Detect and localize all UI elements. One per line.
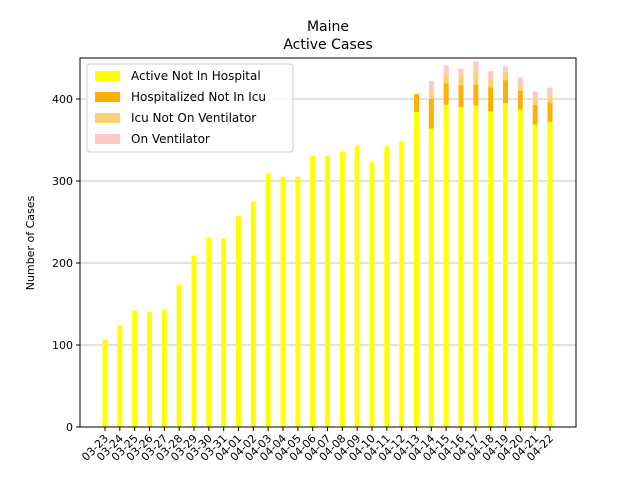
bar-segment [547,102,553,122]
bar-segment [339,151,345,428]
bar-segment [443,104,449,428]
bar-segment [236,216,241,427]
bar-segment [473,84,479,106]
bar-segment [503,71,508,81]
bar-segment [473,71,479,85]
legend-swatch [95,71,120,81]
bar-segment [488,111,494,428]
bar-segment [532,91,538,99]
bar-segment [473,105,479,427]
legend: Active Not In Hospital Hospitalized Not I… [86,63,294,153]
bar-segment [428,89,434,99]
bar-segment [503,80,508,104]
bar-segment [369,162,375,427]
legend-label: Icu Not On Ventilator [131,111,256,125]
legend-box [86,63,294,153]
bar-segment [547,121,553,428]
bar-segment [132,310,138,427]
bar-segment [532,104,538,125]
bar-segment [206,237,212,427]
bar-segment [517,90,523,110]
chart-title: Maine [307,19,349,35]
bar-segment [443,83,449,105]
y-axis: 0 100 200 300 400 [52,93,80,434]
bar-segment [488,71,494,80]
bar-segment [250,201,256,427]
bar-segment [221,238,227,427]
legend-swatch [95,113,120,123]
chart-subtitle: Active Cases [283,37,372,53]
bar-segment [325,155,330,427]
bar-segment [517,77,523,86]
y-tick-label: 400 [52,93,73,106]
bar-segment [547,94,553,103]
bar-segment [458,85,464,108]
bar-segment [458,68,464,76]
bar-segment [503,103,508,427]
y-tick-label: 200 [52,257,73,270]
bar-segment [428,99,434,129]
bar-segment [102,339,108,427]
bar-segment [443,73,449,84]
bar-segment [532,98,538,105]
legend-label: On Ventilator [131,132,210,146]
bar-segment [488,87,494,112]
bar-segment [532,124,538,428]
bar-segment [458,75,464,86]
y-tick-label: 0 [66,421,73,434]
legend-label: Active Not In Hospital [131,69,261,83]
bar-segment [384,146,390,427]
bar-segment [503,66,508,72]
bar-segment [354,145,360,428]
bar-segment [280,176,286,427]
y-tick-label: 100 [52,339,73,352]
legend-swatch [95,134,120,144]
bar-segment [176,284,182,427]
bar-segment [117,325,123,427]
bar-segment [265,173,271,427]
bar-segment [428,128,434,427]
bar-segment [310,155,316,427]
bar-segment [517,85,523,91]
bar-segment [473,61,479,72]
bar-segment [161,309,167,427]
bar-segment [488,79,494,88]
bar-segment [295,176,301,427]
x-axis: 03-2303-2403-2503-2603-2703-2803-2903-30… [79,427,556,464]
legend-label: Hospitalized Not In Icu [131,90,266,104]
bar-segment [191,255,197,427]
bar-segment [399,141,405,427]
bar-segment [414,112,419,428]
bar-segment [443,65,449,74]
bar-segment [547,87,553,95]
bar-segment [147,312,152,427]
bar-segment [517,109,523,427]
y-tick-label: 300 [52,175,73,188]
bar-segment [428,80,434,90]
bar-segment [458,107,464,427]
y-axis-label: Number of Cases [24,196,37,291]
legend-swatch [95,92,120,102]
bar-segment [414,94,419,113]
bars [102,61,553,428]
